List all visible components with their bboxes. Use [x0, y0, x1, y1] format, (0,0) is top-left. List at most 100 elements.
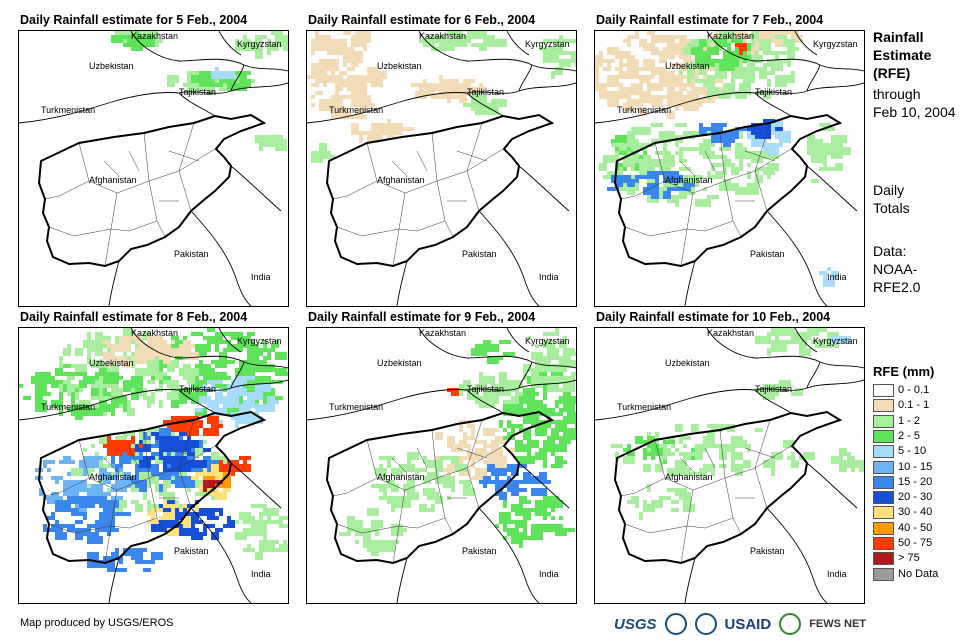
rainfall-layer	[111, 31, 288, 151]
rainfall-cell	[167, 392, 179, 400]
rainfall-cell	[83, 376, 95, 384]
rainfall-cell	[363, 131, 367, 135]
rainfall-cell	[459, 456, 463, 464]
province-border	[128, 447, 140, 469]
rainfall-cell	[103, 352, 111, 356]
rainfall-cell	[351, 95, 359, 99]
afghanistan-outline	[613, 113, 843, 268]
fews-net-logo: FEWS NET	[809, 618, 867, 630]
rainfall-cell	[671, 452, 675, 456]
rainfall-cell	[199, 520, 203, 524]
rainfall-cell	[359, 528, 371, 536]
rainfall-cell	[495, 436, 503, 444]
rainfall-cell	[711, 167, 715, 171]
rainfall-cell	[683, 456, 695, 460]
rainfall-cell	[691, 39, 703, 43]
rainfall-cell	[183, 524, 191, 528]
rainfall-cell	[703, 139, 715, 147]
rainfall-cell	[495, 428, 499, 432]
rainfall-cell	[499, 516, 507, 524]
rainfall-cell	[675, 51, 687, 55]
label-afghanistan: Afghanistan	[665, 472, 713, 482]
rainfall-cell	[23, 396, 31, 400]
rainfall-cell	[663, 95, 667, 99]
rainfall-cell	[131, 376, 143, 384]
rainfall-cell	[151, 432, 155, 436]
rainfall-cell	[191, 83, 195, 91]
rainfall-cell	[671, 468, 683, 476]
rainfall-cell	[83, 496, 95, 500]
rainfall-cell	[83, 512, 87, 520]
rainfall-cell	[263, 504, 267, 508]
country-border	[754, 389, 792, 414]
rainfall-cell	[267, 548, 279, 552]
rainfall-cell	[551, 500, 555, 504]
rainfall-cell	[731, 39, 743, 43]
label-kyrgyzstan: Kyrgyzstan	[237, 39, 282, 49]
rainfall-cell	[67, 372, 79, 376]
rainfall-cell	[467, 424, 475, 428]
rainfall-cell	[195, 408, 203, 412]
rainfall-cell	[471, 352, 483, 356]
rainfall-cell	[735, 452, 739, 460]
rainfall-cell	[243, 528, 247, 536]
rainfall-cell	[523, 456, 535, 460]
rainfall-cell	[691, 131, 699, 135]
rainfall-cell	[331, 71, 335, 75]
label-afghanistan: Afghanistan	[377, 175, 425, 185]
country-border	[478, 210, 540, 306]
rainfall-cell	[243, 516, 255, 524]
rainfall-cell	[775, 75, 787, 83]
rainfall-cell	[359, 135, 363, 143]
rainfall-cell	[627, 103, 639, 107]
rainfall-cell	[535, 488, 547, 496]
label-kyrgyzstan: Kyrgyzstan	[525, 39, 570, 49]
rainfall-cell	[447, 484, 451, 488]
rainfall-cell	[627, 43, 631, 47]
rainfall-cell	[631, 179, 635, 183]
rainfall-cell	[555, 39, 567, 43]
rainfall-cell	[651, 500, 663, 508]
rainfall-cell	[659, 187, 663, 195]
rainfall-cell	[827, 267, 831, 271]
rainfall-cell	[127, 444, 139, 448]
rainfall-cell	[151, 508, 163, 512]
rainfall-cell	[719, 95, 731, 99]
rainfall-cell	[235, 368, 247, 376]
rainfall-cell	[191, 476, 199, 480]
province-border	[48, 523, 112, 534]
legend-label: 50 - 75	[898, 537, 933, 549]
rainfall-cell	[779, 123, 783, 127]
rainfall-cell	[247, 344, 259, 348]
rainfall-cell	[339, 95, 351, 99]
label-uzbekistan: Uzbekistan	[665, 358, 710, 368]
rainfall-cell	[571, 360, 576, 368]
rainfall-cell	[743, 151, 755, 159]
rainfall-cell	[163, 356, 171, 364]
rainfall-cell	[675, 424, 683, 432]
rainfall-cell	[135, 360, 147, 364]
rainfall-cell	[531, 488, 535, 496]
rainfall-cell	[463, 103, 475, 107]
rainfall-cell	[91, 532, 99, 540]
legend-label: 0.1 - 1	[898, 399, 930, 412]
rainfall-cell	[467, 436, 475, 440]
rainfall-cell	[223, 332, 235, 336]
rainfall-cell	[739, 55, 751, 59]
rainfall-cell	[263, 536, 267, 544]
rainfall-cell	[747, 51, 751, 55]
rainfall-cell	[799, 336, 807, 340]
label-pakistan: Pakistan	[750, 249, 785, 259]
rainfall-cell	[631, 143, 639, 151]
rainfall-cell	[119, 400, 127, 404]
rainfall-cell	[171, 464, 179, 468]
rainfall-cell	[91, 340, 103, 348]
rainfall-cell	[435, 464, 443, 472]
rainfall-cell	[267, 516, 271, 520]
rainfall-cell	[111, 344, 119, 352]
rainfall-cell	[791, 71, 795, 75]
rainfall-cell	[727, 47, 731, 51]
rainfall-cell	[735, 151, 747, 155]
rainfall-cell	[219, 460, 223, 464]
rainfall-cell	[555, 412, 559, 416]
